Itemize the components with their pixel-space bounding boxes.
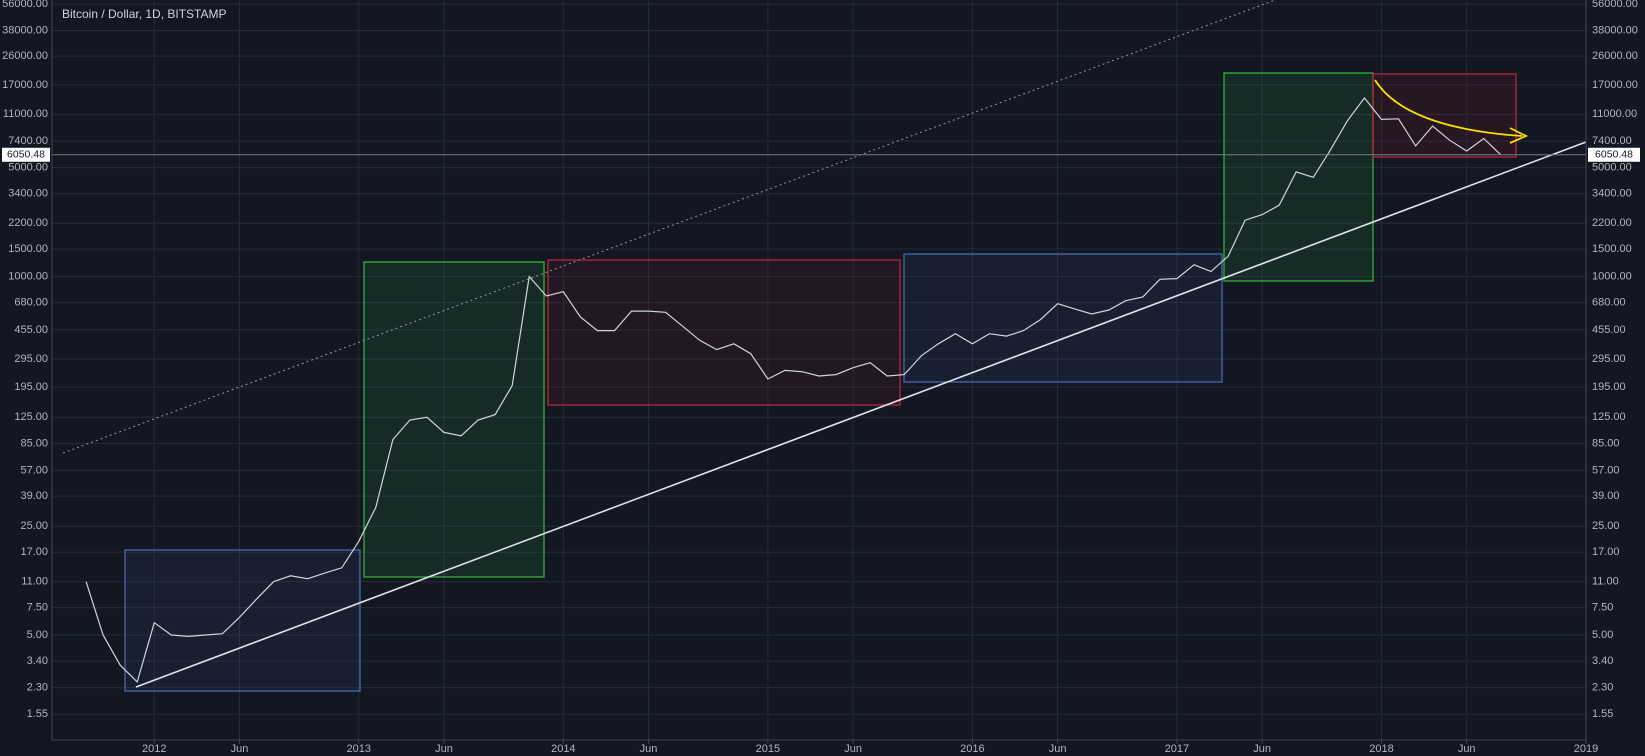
y-tick-label: 2.30 [27, 681, 48, 693]
range-box [1372, 73, 1517, 158]
y-tick-label: 2.30 [1592, 681, 1613, 693]
y-tick-label: 3400.00 [8, 188, 48, 200]
arrow-head [1509, 127, 1529, 144]
y-tick-label: 125.00 [14, 411, 48, 423]
y-tick-label: 1.55 [27, 708, 48, 720]
y-tick-label: 17.00 [20, 546, 48, 558]
y-tick-label: 1000.00 [8, 270, 48, 282]
y-tick-label: 125.00 [1592, 411, 1626, 423]
price-tag: 6050.48 [1595, 149, 1633, 161]
y-tick-label: 295.00 [1592, 353, 1626, 365]
x-tick-label: Jun [640, 743, 658, 755]
x-tick-label: 2015 [756, 743, 780, 755]
price-line [85, 97, 1502, 684]
y-tick-label: 680.00 [14, 297, 48, 309]
right-axis-bg [1586, 0, 1645, 740]
y-tick-label: 195.00 [14, 381, 48, 393]
x-tick-label: 2013 [347, 743, 371, 755]
y-tick-label: 5000.00 [1592, 162, 1632, 174]
x-tick-label: Jun [435, 743, 453, 755]
y-tick-label: 7400.00 [8, 135, 48, 147]
trend-line [135, 141, 1587, 688]
x-tick-label: 2019 [1574, 743, 1598, 755]
x-tick-label: Jun [1253, 743, 1271, 755]
y-tick-label: 1500.00 [1592, 243, 1632, 255]
y-tick-label: 295.00 [14, 353, 48, 365]
range-box [124, 549, 361, 692]
x-tick-label: 2017 [1165, 743, 1189, 755]
x-tick-label: 2014 [551, 743, 575, 755]
y-tick-label: 195.00 [1592, 381, 1626, 393]
y-tick-label: 7.50 [1592, 602, 1613, 614]
y-tick-label: 455.00 [1592, 324, 1626, 336]
y-tick-label: 85.00 [20, 437, 48, 449]
y-tick-label: 3.40 [1592, 655, 1613, 667]
range-box [547, 259, 901, 406]
y-tick-label: 85.00 [1592, 437, 1620, 449]
y-tick-label: 57.00 [20, 464, 48, 476]
y-tick-label: 26000.00 [1592, 50, 1638, 62]
y-tick-label: 39.00 [1592, 490, 1620, 502]
x-tick-label: 2018 [1369, 743, 1393, 755]
y-tick-label: 1.55 [1592, 708, 1613, 720]
y-tick-label: 680.00 [1592, 297, 1626, 309]
x-tick-label: Jun [844, 743, 862, 755]
y-tick-label: 3.40 [27, 655, 48, 667]
y-tick-label: 11.00 [21, 576, 48, 588]
y-tick-label: 57.00 [1592, 464, 1620, 476]
price-tag-bg [1588, 147, 1640, 162]
range-box [903, 253, 1223, 383]
y-tick-label: 17.00 [1592, 546, 1620, 558]
y-tick-label: 38000.00 [1592, 24, 1638, 36]
y-tick-label: 3400.00 [1592, 188, 1632, 200]
trend-line-dotted [62, 0, 1276, 454]
y-tick-label: 7.50 [27, 602, 48, 614]
y-tick-label: 1500.00 [8, 243, 48, 255]
y-tick-label: 11.00 [1592, 576, 1619, 588]
left-axis-bg [0, 0, 52, 740]
y-tick-label: 1000.00 [1592, 270, 1632, 282]
price-tag-bg [2, 147, 50, 162]
range-box [1223, 72, 1374, 282]
y-tick-label: 5.00 [1592, 629, 1613, 641]
y-tick-label: 17000.00 [1592, 79, 1638, 91]
y-tick-label: 25.00 [20, 520, 48, 532]
y-tick-label: 2200.00 [8, 217, 48, 229]
price-tag: 6050.48 [7, 149, 45, 161]
y-tick-label: 2200.00 [1592, 217, 1632, 229]
y-tick-label: 5000.00 [8, 162, 48, 174]
y-tick-label: 56000.00 [1592, 0, 1638, 10]
range-box [363, 261, 545, 578]
yellow-arrow [1374, 79, 1523, 137]
y-tick-label: 39.00 [20, 490, 48, 502]
x-tick-label: 2016 [960, 743, 984, 755]
y-tick-label: 25.00 [1592, 520, 1620, 532]
y-tick-label: 56000.00 [2, 0, 48, 10]
grid [52, 0, 1587, 740]
y-tick-label: 17000.00 [2, 79, 48, 91]
y-tick-label: 11000.00 [1592, 108, 1637, 120]
x-tick-label: 2012 [142, 743, 166, 755]
y-tick-label: 455.00 [14, 324, 48, 336]
y-tick-label: 7400.00 [1592, 135, 1632, 147]
x-tick-label: Jun [1458, 743, 1476, 755]
y-tick-label: 5.00 [27, 629, 48, 641]
price-plot [52, 97, 1586, 684]
y-tick-label: 38000.00 [2, 24, 48, 36]
x-tick-label: Jun [1049, 743, 1067, 755]
chart-title: Bitcoin / Dollar, 1D, BITSTAMP [62, 7, 227, 21]
y-tick-label: 11000.00 [3, 108, 48, 120]
x-tick-label: Jun [231, 743, 249, 755]
drawings [62, 0, 1587, 692]
y-tick-label: 26000.00 [2, 50, 48, 62]
